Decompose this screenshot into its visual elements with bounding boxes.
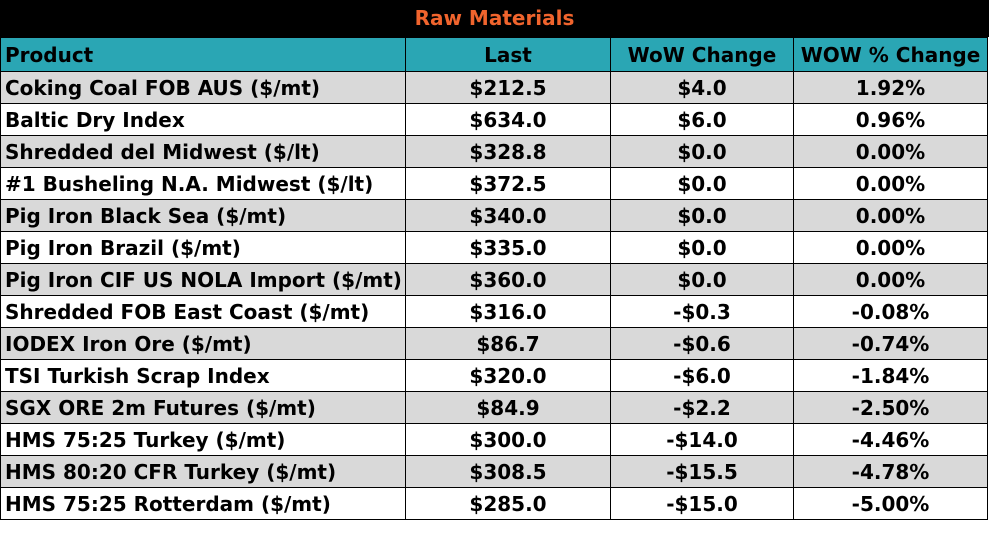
table-row: Shredded del Midwest ($/lt) $328.8 $0.0 0.0… — [0, 135, 988, 168]
last-cell: $634.0 — [405, 103, 611, 136]
product-cell: Pig Iron CIF US NOLA Import ($/mt) — [0, 263, 406, 296]
product-cell: Baltic Dry Index — [0, 103, 406, 136]
table-row: Shredded FOB East Coast ($/mt) $316.0 -$0.… — [0, 295, 988, 328]
wow-change-cell: $4.0 — [610, 71, 794, 104]
column-header-wow-change: WoW Change — [610, 37, 794, 72]
wow-pct-change-cell: 0.00% — [793, 135, 988, 168]
wow-pct-change-cell: 0.00% — [793, 167, 988, 200]
last-cell: $300.0 — [405, 423, 611, 456]
last-cell: $308.5 — [405, 455, 611, 488]
wow-change-cell: $0.0 — [610, 263, 794, 296]
wow-pct-change-cell: -4.46% — [793, 423, 988, 456]
wow-pct-change-cell: -0.74% — [793, 327, 988, 360]
wow-pct-change-cell: 0.00% — [793, 263, 988, 296]
wow-pct-change-cell: 0.96% — [793, 103, 988, 136]
product-cell: #1 Busheling N.A. Midwest ($/lt) — [0, 167, 406, 200]
wow-change-cell: $0.0 — [610, 167, 794, 200]
wow-change-cell: -$15.0 — [610, 487, 794, 520]
last-cell: $328.8 — [405, 135, 611, 168]
product-cell: IODEX Iron Ore ($/mt) — [0, 327, 406, 360]
wow-pct-change-cell: -5.00% — [793, 487, 988, 520]
product-cell: Pig Iron Black Sea ($/mt) — [0, 199, 406, 232]
table-row: HMS 80:20 CFR Turkey ($/mt) $308.5 -$15.5-… — [0, 455, 988, 488]
wow-change-cell: -$0.6 — [610, 327, 794, 360]
wow-change-cell: $0.0 — [610, 231, 794, 264]
table-row: Pig Iron CIF US NOLA Import ($/mt) $360.0… — [0, 263, 988, 296]
last-cell: $212.5 — [405, 71, 611, 104]
wow-change-cell: -$2.2 — [610, 391, 794, 424]
table-title: Raw Materials — [0, 0, 989, 37]
product-cell: HMS 75:25 Rotterdam ($/mt) — [0, 487, 406, 520]
table-row: Coking Coal FOB AUS ($/mt) $212.5 $4.0 1.92… — [0, 71, 988, 104]
column-header-wow-pct-change: WOW % Change — [793, 37, 988, 72]
last-cell: $84.9 — [405, 391, 611, 424]
wow-pct-change-cell: 0.00% — [793, 199, 988, 232]
product-cell: Coking Coal FOB AUS ($/mt) — [0, 71, 406, 104]
wow-change-cell: -$15.5 — [610, 455, 794, 488]
header-row: Product Last WoW Change WOW % Change — [0, 37, 988, 72]
wow-change-cell: -$14.0 — [610, 423, 794, 456]
raw-materials-table: Product Last WoW Change WOW % Change Cok… — [0, 37, 988, 520]
table-row: HMS 75:25 Rotterdam ($/mt) $285.0 -$15.0 -5… — [0, 487, 988, 520]
table-row: TSI Turkish Scrap Index $320.0 -$6.0 -1.84% — [0, 359, 988, 392]
wow-change-cell: $6.0 — [610, 103, 794, 136]
wow-pct-change-cell: -4.78% — [793, 455, 988, 488]
table-row: Pig Iron Brazil ($/mt) $335.0 $0.0 0.00% — [0, 231, 988, 264]
last-cell: $360.0 — [405, 263, 611, 296]
wow-pct-change-cell: -2.50% — [793, 391, 988, 424]
last-cell: $340.0 — [405, 199, 611, 232]
wow-change-cell: $0.0 — [610, 199, 794, 232]
wow-pct-change-cell: -0.08% — [793, 295, 988, 328]
table-row: #1 Busheling N.A. Midwest ($/lt) $372.5 $0… — [0, 167, 988, 200]
column-header-product: Product — [0, 37, 406, 72]
product-cell: HMS 75:25 Turkey ($/mt) — [0, 423, 406, 456]
table-row: Baltic Dry Index $634.0 $6.0 0.96% — [0, 103, 988, 136]
product-cell: Pig Iron Brazil ($/mt) — [0, 231, 406, 264]
wow-pct-change-cell: 0.00% — [793, 231, 988, 264]
product-cell: TSI Turkish Scrap Index — [0, 359, 406, 392]
table-body: Coking Coal FOB AUS ($/mt) $212.5 $4.0 1.92… — [0, 71, 988, 520]
product-cell: Shredded FOB East Coast ($/mt) — [0, 295, 406, 328]
column-header-last: Last — [405, 37, 611, 72]
wow-pct-change-cell: -1.84% — [793, 359, 988, 392]
product-cell: HMS 80:20 CFR Turkey ($/mt) — [0, 455, 406, 488]
last-cell: $320.0 — [405, 359, 611, 392]
last-cell: $335.0 — [405, 231, 611, 264]
last-cell: $316.0 — [405, 295, 611, 328]
table-row: SGX ORE 2m Futures ($/mt) $84.9 -$2.2 -2.50… — [0, 391, 988, 424]
wow-pct-change-cell: 1.92% — [793, 71, 988, 104]
product-cell: SGX ORE 2m Futures ($/mt) — [0, 391, 406, 424]
wow-change-cell: -$6.0 — [610, 359, 794, 392]
last-cell: $285.0 — [405, 487, 611, 520]
last-cell: $372.5 — [405, 167, 611, 200]
wow-change-cell: -$0.3 — [610, 295, 794, 328]
last-cell: $86.7 — [405, 327, 611, 360]
table-row: Pig Iron Black Sea ($/mt) $340.0 $0.0 0.00% — [0, 199, 988, 232]
table-row: HMS 75:25 Turkey ($/mt) $300.0 -$14.0 -4.46… — [0, 423, 988, 456]
product-cell: Shredded del Midwest ($/lt) — [0, 135, 406, 168]
wow-change-cell: $0.0 — [610, 135, 794, 168]
table-row: IODEX Iron Ore ($/mt) $86.7 -$0.6 -0.74% — [0, 327, 988, 360]
